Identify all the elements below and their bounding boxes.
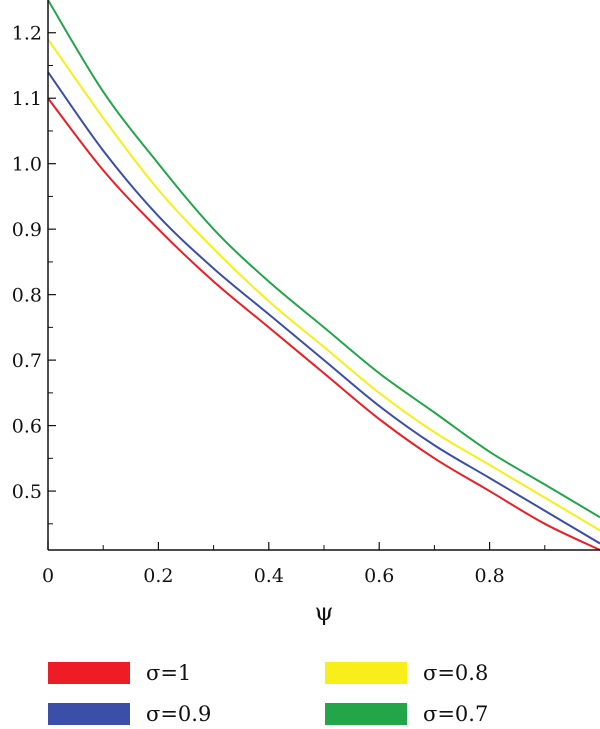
x-tick-label: 0.4 bbox=[254, 565, 284, 587]
x-tick-label: 0.6 bbox=[364, 565, 394, 587]
ticks: 0 0.2 0.4 0.6 0.8 0.5 0.6 0.7 0.8 0.9 1.0 1.1 1.2 bbox=[12, 23, 546, 587]
y-tick-label: 0.8 bbox=[12, 285, 42, 307]
series-line-2 bbox=[47, 38, 600, 532]
y-tick-label: 1.2 bbox=[12, 23, 42, 45]
y-tick-label: 0.9 bbox=[12, 219, 42, 241]
y-tick-label: 0.7 bbox=[12, 350, 42, 372]
series-line-1 bbox=[47, 71, 600, 545]
x-tick-label: 0.8 bbox=[474, 565, 504, 587]
series-line-0 bbox=[47, 97, 600, 551]
x-tick-label: 0 bbox=[42, 565, 54, 587]
series-line-3 bbox=[47, 0, 600, 519]
plot-area bbox=[47, 0, 600, 551]
y-tick-label: 0.6 bbox=[12, 416, 42, 438]
x-axis-title: ψ bbox=[315, 598, 334, 626]
y-tick-label: 1.1 bbox=[12, 88, 42, 110]
x-tick-label: 0.2 bbox=[143, 565, 173, 587]
y-tick-label: 0.5 bbox=[12, 481, 42, 503]
y-tick-label: 1.0 bbox=[12, 154, 42, 176]
